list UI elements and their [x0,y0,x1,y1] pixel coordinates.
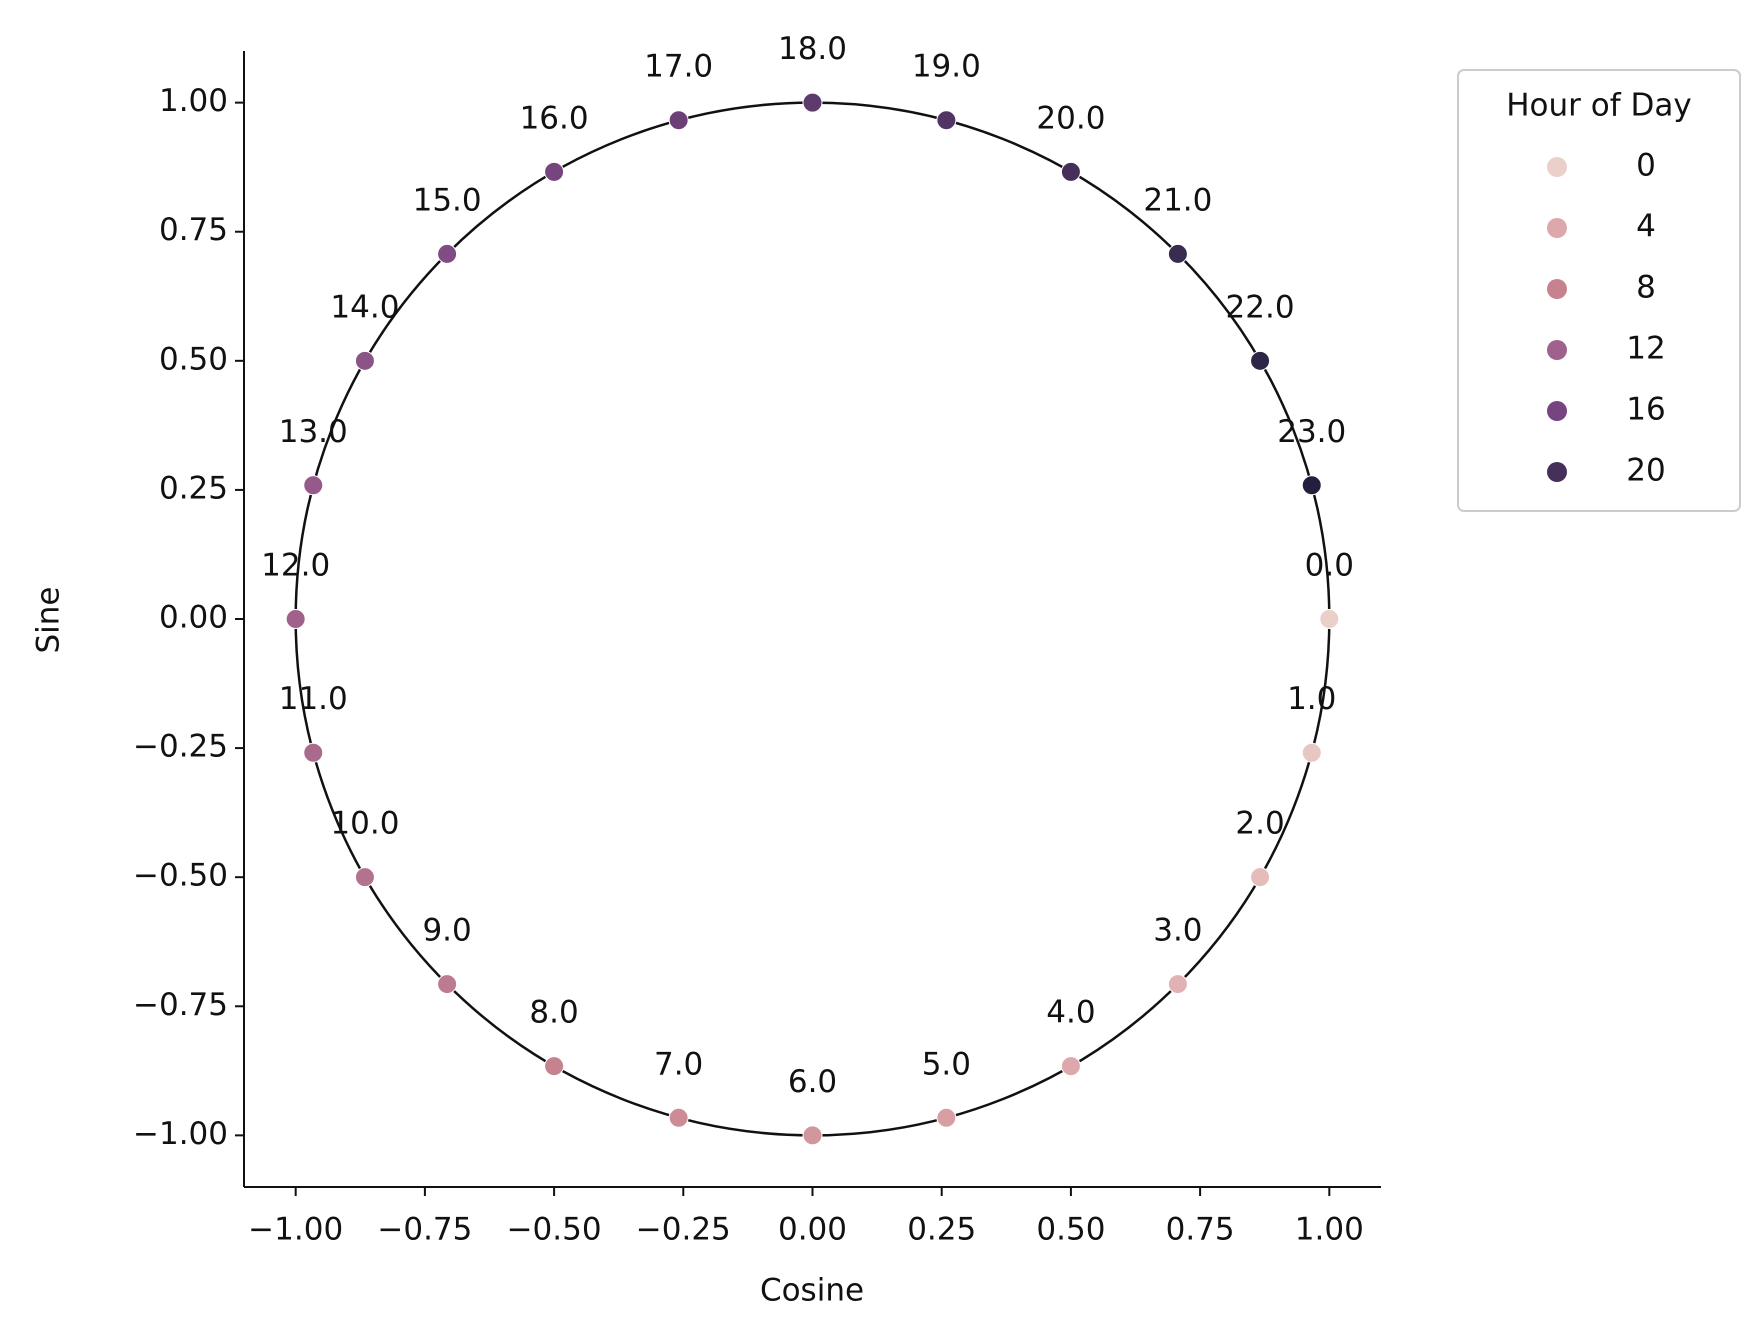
point-label: 7.0 [654,1046,703,1082]
y-tick-label: −0.50 [133,858,228,894]
point-label: 1.0 [1287,681,1336,717]
legend-box [1457,69,1741,512]
point-label: 18.0 [778,31,847,67]
x-axis-label: Cosine [760,1273,864,1309]
point [668,1107,689,1128]
x-tick-label: −0.75 [377,1212,472,1248]
point-label: 6.0 [788,1064,837,1100]
x-tick-label: 0.00 [778,1212,847,1248]
point [544,1056,565,1077]
point [802,1125,823,1146]
point [668,110,689,131]
legend-label: 20 [1626,453,1665,489]
point-label: 21.0 [1143,182,1212,218]
legend-marker [1547,462,1567,482]
point-label: 11.0 [279,681,348,717]
x-tick-label: 0.50 [1036,1212,1105,1248]
y-axis-label: Sine [31,586,67,653]
point [1060,1056,1081,1077]
legend-label: 0 [1636,148,1656,184]
point-label: 5.0 [922,1046,971,1082]
point [544,161,565,182]
point-label: 12.0 [261,548,330,584]
point-label: 19.0 [912,49,981,85]
point-label: 8.0 [529,995,578,1031]
point [1060,161,1081,182]
point [1319,609,1340,629]
point [354,867,375,888]
legend-marker [1547,157,1567,177]
legend-marker [1547,401,1567,421]
point-label: 2.0 [1235,806,1284,842]
point [354,350,375,371]
point-label: 23.0 [1277,414,1346,450]
point-label: 10.0 [330,806,399,842]
point-label: 9.0 [422,913,471,949]
point [1167,243,1188,264]
y-tick-label: 1.00 [159,83,228,119]
point-label: 15.0 [413,182,482,218]
point-label: 0.0 [1305,548,1354,584]
legend-title: Hour of Day [1506,88,1691,124]
legend-label: 16 [1626,392,1665,428]
legend-marker [1547,340,1567,360]
point-label: 14.0 [330,289,399,325]
legend-label: 12 [1626,331,1665,367]
point-label: 22.0 [1226,289,1295,325]
point-label: 3.0 [1153,913,1202,949]
point [1301,742,1322,763]
point [285,609,306,629]
point-label: 13.0 [279,414,348,450]
point [1250,867,1271,888]
y-tick-label: 0.25 [159,470,228,506]
point [303,475,324,496]
y-tick-label: −0.75 [133,987,228,1023]
point [802,92,823,113]
legend-marker [1547,218,1567,238]
point [303,742,324,763]
point [936,110,957,131]
y-tick-label: −1.00 [133,1116,228,1152]
point-label: 16.0 [520,100,589,136]
y-tick-label: 0.50 [159,341,228,377]
y-tick-label: −0.25 [133,729,228,765]
point [437,243,458,264]
point [936,1107,957,1128]
legend-label: 4 [1636,209,1656,245]
point [1167,974,1188,995]
y-tick-label: 0.00 [159,600,228,636]
point-label: 20.0 [1036,100,1105,136]
y-tick-label: 0.75 [159,212,228,248]
x-tick-label: 0.75 [1166,1212,1235,1248]
point-label: 17.0 [644,49,713,85]
point-label: 4.0 [1046,995,1095,1031]
x-tick-label: 1.00 [1295,1212,1364,1248]
x-tick-label: −0.25 [636,1212,731,1248]
legend-label: 8 [1636,270,1656,306]
point [437,974,458,995]
legend-marker [1547,279,1567,299]
x-tick-label: −1.00 [248,1212,343,1248]
x-tick-label: −0.50 [507,1212,602,1248]
point [1301,475,1322,496]
point [1250,350,1271,371]
x-tick-label: 0.25 [907,1212,976,1248]
